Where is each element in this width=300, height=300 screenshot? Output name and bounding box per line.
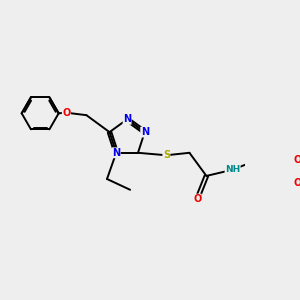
Text: N: N [123,114,131,124]
Text: S: S [163,150,170,160]
Text: N: N [112,148,120,158]
Text: N: N [141,127,149,137]
Text: O: O [294,154,300,165]
Text: O: O [193,194,201,204]
Text: O: O [62,108,70,118]
Text: O: O [294,178,300,188]
Text: NH: NH [225,165,240,174]
